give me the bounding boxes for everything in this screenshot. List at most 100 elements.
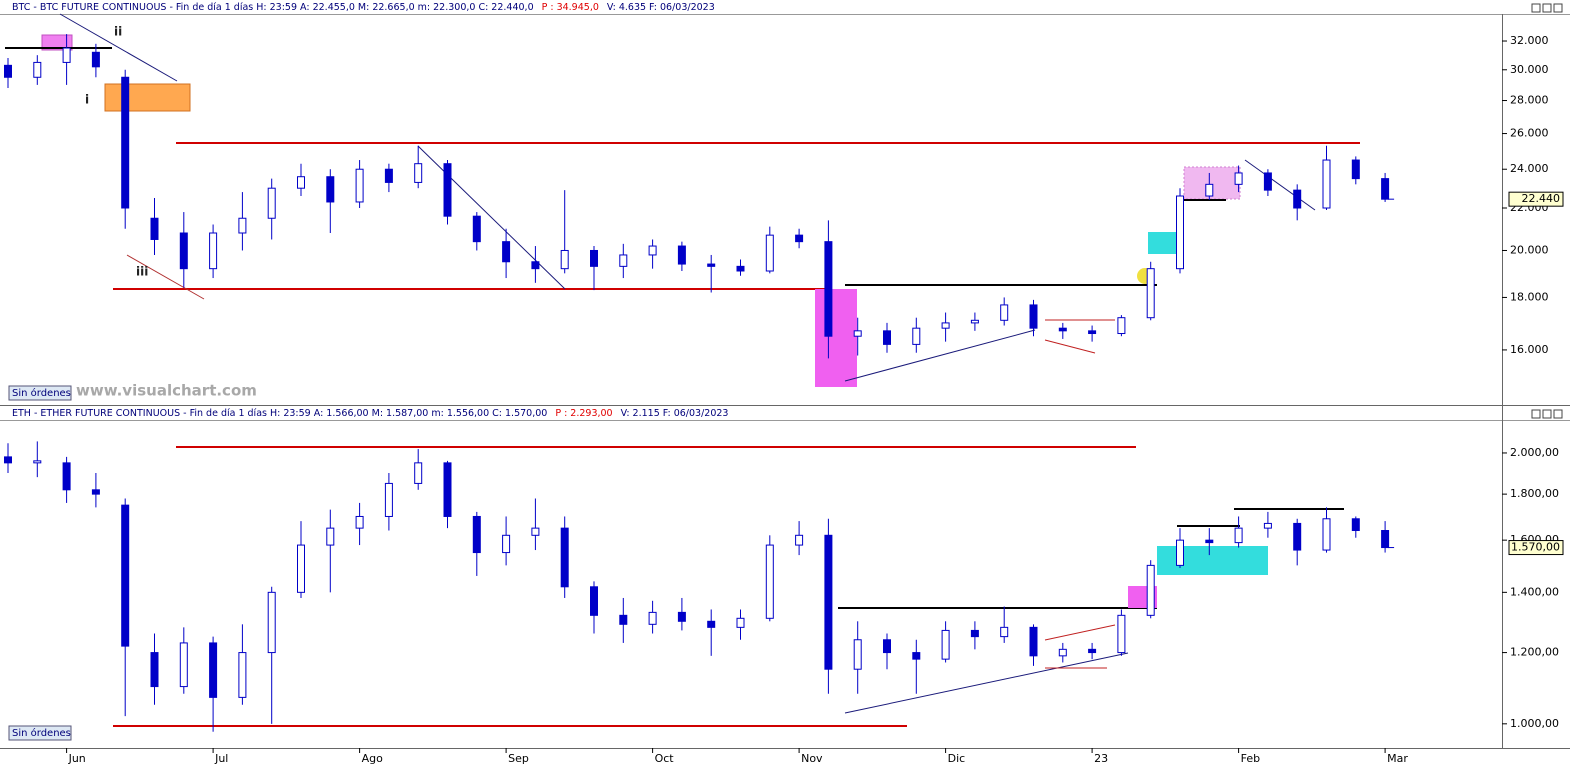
header: BTC - BTC FUTURE CONTINUOUS - Fin de día… [12, 2, 715, 13]
candle-body [179, 232, 188, 270]
candle-body [677, 611, 686, 622]
candle-body [590, 586, 598, 616]
candle-body [648, 245, 657, 256]
status: Sin órdenes [12, 727, 71, 739]
candle-body [4, 456, 12, 464]
last-price-box [1508, 540, 1564, 556]
x-tick-label: Jul [214, 752, 228, 765]
candle-body [1205, 183, 1214, 197]
candle-body [765, 544, 774, 619]
candle-body [795, 234, 804, 243]
header-tail: V: 2.115 F: 06/03/2023 [621, 408, 729, 419]
candle-body [619, 254, 628, 267]
candle-body [560, 249, 569, 270]
y-tick-label: 28.000 [1510, 94, 1549, 107]
candle-body [326, 527, 335, 546]
candle-body [1029, 304, 1038, 329]
x-tick-label: Feb [1241, 752, 1260, 765]
candle-body [1058, 648, 1067, 657]
candle-body [648, 611, 657, 625]
y-tick-label: 1.000,00 [1510, 717, 1559, 730]
candle-body [1176, 539, 1184, 566]
candle-body [1322, 518, 1331, 551]
candle-body [1117, 614, 1126, 654]
candle-body [590, 249, 598, 267]
candle-body [121, 504, 130, 647]
candle-body [1088, 330, 1097, 335]
candle-body [531, 527, 540, 536]
candle-body [267, 591, 276, 654]
last-price-box [1508, 191, 1564, 207]
candle-body [1088, 648, 1097, 654]
x-tick-label: Nov [801, 752, 823, 765]
candle-body [121, 76, 130, 209]
candle-body [707, 620, 716, 628]
candle-body [297, 176, 305, 189]
y-tick-label: 30.000 [1510, 63, 1549, 76]
candle-body [677, 245, 686, 265]
candle-body [384, 482, 393, 517]
candle-body [1351, 518, 1360, 532]
y-tick-label: 18.000 [1510, 290, 1549, 303]
header: ETH - ETHER FUTURE CONTINUOUS - Fin de d… [12, 408, 728, 419]
candle-body [179, 642, 188, 688]
candle-body [4, 64, 12, 78]
header-info: ETH - ETHER FUTURE CONTINUOUS - Fin de d… [12, 408, 547, 419]
candle-body [238, 652, 247, 698]
wave-label: i [85, 93, 89, 107]
y-tick-label: 1.200,00 [1510, 646, 1559, 659]
candle-body [853, 330, 862, 337]
status: Sin órdenes [12, 387, 71, 399]
x-tick-label: Dic [948, 752, 966, 765]
candle-body [355, 515, 364, 529]
candle-body [414, 163, 423, 183]
last-price-label: 22.440 [1522, 192, 1561, 205]
candle-body [941, 322, 950, 329]
candle-body [736, 265, 745, 272]
candle-body [326, 176, 335, 203]
candle-body [1205, 539, 1214, 544]
candle-body [355, 168, 364, 203]
candle-body [91, 51, 100, 68]
candle-body [502, 241, 511, 263]
candle-body [619, 614, 628, 625]
candle-body [1000, 626, 1009, 638]
candle-body [209, 232, 218, 270]
candle-body [414, 462, 423, 484]
x-tick-label: Jun [68, 752, 86, 765]
wave-label: iii [136, 265, 148, 279]
candle-body [62, 462, 71, 491]
y-tick-label: 24.000 [1510, 162, 1549, 175]
y-tick-label: 2.000,00 [1510, 446, 1559, 459]
candle-body [1000, 304, 1009, 321]
status-box[interactable] [8, 385, 72, 401]
candle-body [912, 327, 921, 345]
candle-body [1381, 530, 1390, 549]
candle-body [91, 489, 100, 495]
x-tick-label: Ago [362, 752, 384, 765]
header-p: P : 34.945,0 [542, 2, 599, 13]
status-box[interactable] [8, 725, 72, 741]
candle-body [209, 642, 218, 698]
x-tick-label: Mar [1387, 752, 1408, 765]
candle-body [238, 217, 247, 234]
candle-body [1146, 564, 1155, 616]
candle-body [443, 163, 452, 217]
candle-body [33, 460, 42, 464]
candle-body [1263, 172, 1272, 191]
drawings-bottom [113, 446, 1344, 727]
candle-body [1058, 327, 1067, 332]
candle-body [1263, 522, 1272, 529]
x-tick-label: Sep [508, 752, 529, 765]
candle-body [1293, 522, 1302, 551]
candle-body [912, 652, 921, 660]
candle-body [941, 629, 950, 660]
candle-body [970, 319, 979, 324]
candle-body [795, 534, 804, 546]
window-buttons[interactable] [1531, 3, 1563, 419]
candle-body [883, 330, 891, 345]
candle-body [1293, 189, 1302, 209]
candle-body [824, 241, 833, 337]
